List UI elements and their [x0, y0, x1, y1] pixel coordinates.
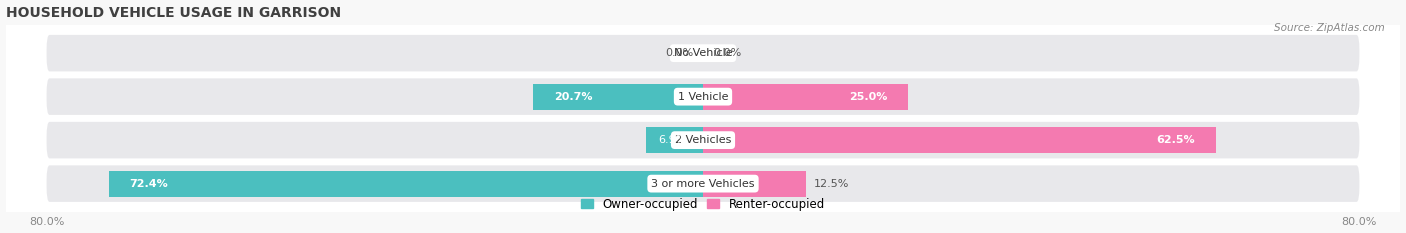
FancyBboxPatch shape: [46, 78, 1360, 115]
Legend: Owner-occupied, Renter-occupied: Owner-occupied, Renter-occupied: [576, 193, 830, 215]
Text: 3 or more Vehicles: 3 or more Vehicles: [651, 179, 755, 189]
Text: 12.5%: 12.5%: [814, 179, 849, 189]
Text: 6.9%: 6.9%: [658, 135, 688, 145]
Text: 0.0%: 0.0%: [665, 48, 693, 58]
Text: Source: ZipAtlas.com: Source: ZipAtlas.com: [1274, 23, 1385, 33]
Bar: [703, 84, 908, 110]
Text: 72.4%: 72.4%: [129, 179, 169, 189]
Text: HOUSEHOLD VEHICLE USAGE IN GARRISON: HOUSEHOLD VEHICLE USAGE IN GARRISON: [6, 6, 340, 20]
Text: 20.7%: 20.7%: [554, 92, 592, 102]
Bar: [108, 171, 703, 197]
Text: 1 Vehicle: 1 Vehicle: [678, 92, 728, 102]
Text: 62.5%: 62.5%: [1157, 135, 1195, 145]
Bar: [703, 171, 806, 197]
FancyBboxPatch shape: [46, 165, 1360, 202]
FancyBboxPatch shape: [46, 35, 1360, 72]
Text: 0.0%: 0.0%: [713, 48, 741, 58]
Bar: [647, 127, 703, 153]
FancyBboxPatch shape: [46, 122, 1360, 158]
Text: 25.0%: 25.0%: [849, 92, 887, 102]
Text: No Vehicle: No Vehicle: [673, 48, 733, 58]
Bar: [703, 127, 1216, 153]
Text: 2 Vehicles: 2 Vehicles: [675, 135, 731, 145]
Bar: [533, 84, 703, 110]
